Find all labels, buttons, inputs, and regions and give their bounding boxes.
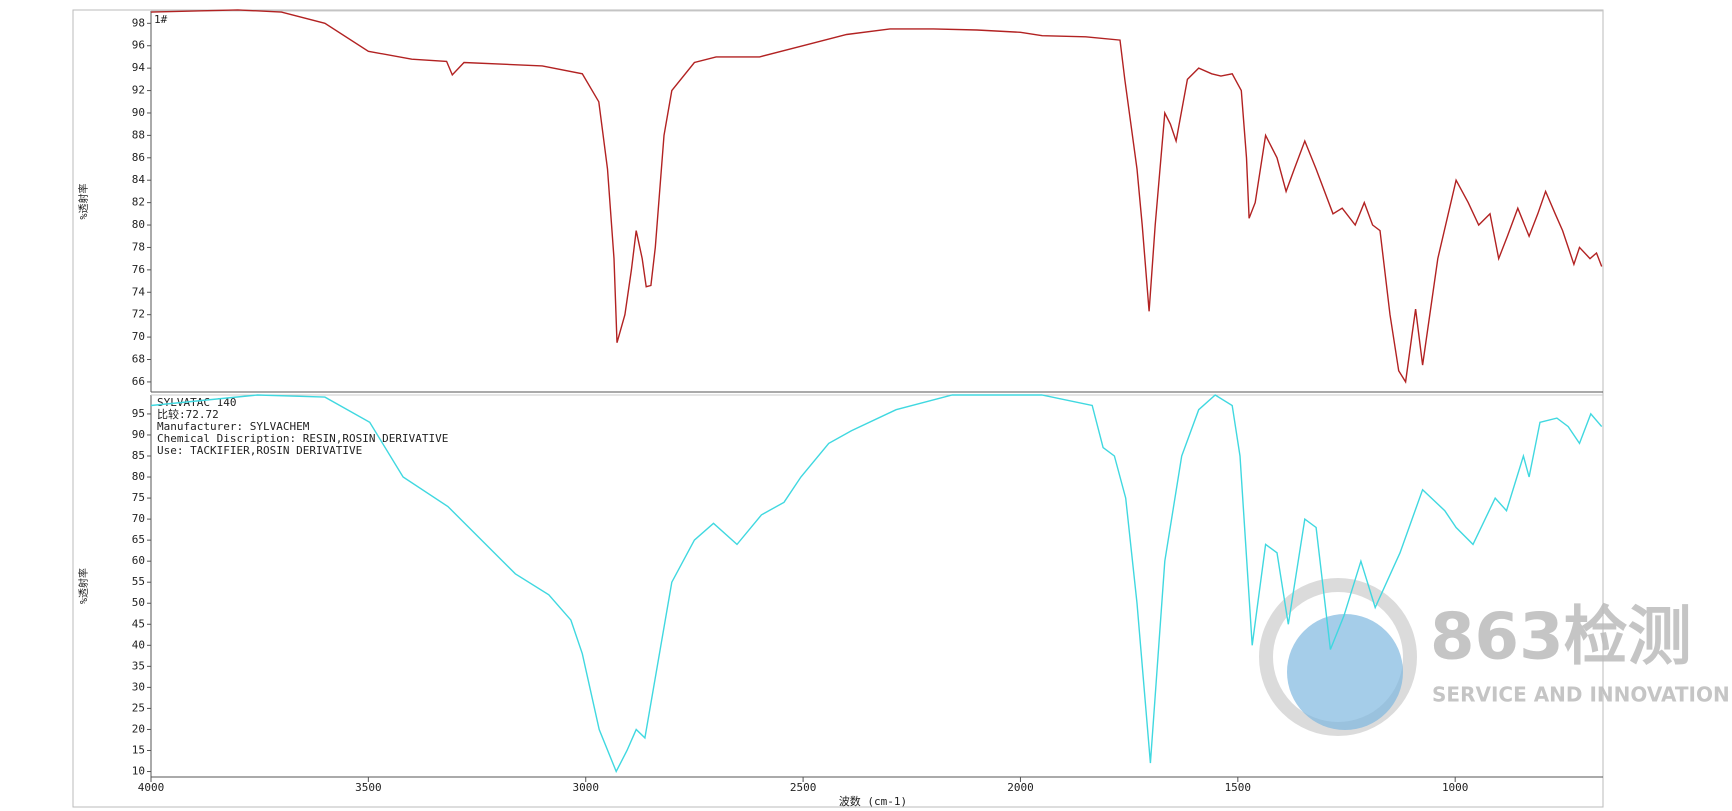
y-tick-label: 25	[132, 701, 145, 714]
y-tick-label: 86	[132, 151, 145, 164]
frame	[72, 9, 1604, 808]
y-tick-label: 82	[132, 196, 145, 209]
watermark: 863检测	[1430, 601, 1692, 675]
y-tick-label: 68	[132, 353, 145, 366]
x-tick-label: 3000	[572, 781, 599, 794]
spectrum-line	[150, 394, 1603, 774]
watermark: SERVICE AND INNOVATION	[1432, 683, 1730, 707]
y-tick-label: 55	[132, 575, 145, 588]
x-tick-label: 1500	[1225, 781, 1252, 794]
y-tick-label: 80	[132, 470, 145, 483]
y-tick-label: 76	[132, 263, 145, 276]
y-tick-label: 74	[132, 285, 146, 298]
y-tick-label: 88	[132, 128, 145, 141]
y-tick-label: 20	[132, 722, 145, 735]
x-tick-label: 3500	[355, 781, 382, 794]
x-tick-label: 2500	[790, 781, 817, 794]
y-axis-label: %透射率	[77, 568, 90, 604]
y-axis-label: %透射率	[77, 183, 90, 219]
y-tick-label: 40	[132, 638, 145, 651]
y-tick-label: 45	[132, 617, 145, 630]
y-tick-label: 95	[132, 407, 145, 420]
y-tick-label: 92	[132, 84, 145, 97]
y-tick-label: 94	[132, 61, 146, 74]
y-tick-label: 15	[132, 743, 145, 756]
y-tick-label: 80	[132, 218, 145, 231]
annotation: 1#	[154, 13, 168, 26]
y-tick-label: 75	[132, 491, 145, 504]
y-tick-label: 30	[132, 680, 145, 693]
y-tick-label: 90	[132, 428, 145, 441]
y-tick-label: 90	[132, 106, 145, 119]
x-tick-label: 2000	[1007, 781, 1034, 794]
y-tick-label: 78	[132, 240, 145, 253]
spectrum-line	[150, 9, 1603, 384]
y-tick-label: 65	[132, 533, 145, 546]
x-tick-label: 1000	[1442, 781, 1469, 794]
annotation: Use: TACKIFIER,ROSIN DERIVATIVE	[157, 444, 362, 457]
y-tick-label: 35	[132, 659, 145, 672]
y-tick-label: 70	[132, 330, 145, 343]
y-tick-label: 66	[132, 375, 145, 388]
y-tick-label: 96	[132, 39, 145, 52]
y-tick-label: 60	[132, 554, 145, 567]
watermark-logo	[1287, 614, 1403, 730]
x-axis-label: 波数 (cm-1)	[839, 795, 907, 808]
y-tick-label: 70	[132, 512, 145, 525]
x-tick-label: 4000	[138, 781, 165, 794]
y-tick-label: 72	[132, 308, 145, 321]
annotation: Chemical Discription: RESIN,ROSIN DERIVA…	[157, 432, 448, 445]
y-tick-label: 10	[132, 765, 145, 778]
annotation: 比较:72.72	[157, 407, 219, 421]
annotation: Manufacturer: SYLVACHEM	[157, 420, 310, 433]
y-tick-label: 50	[132, 596, 145, 609]
y-tick-label: 98	[132, 16, 145, 29]
y-tick-label: 84	[132, 173, 146, 186]
y-tick-label: 85	[132, 449, 145, 462]
